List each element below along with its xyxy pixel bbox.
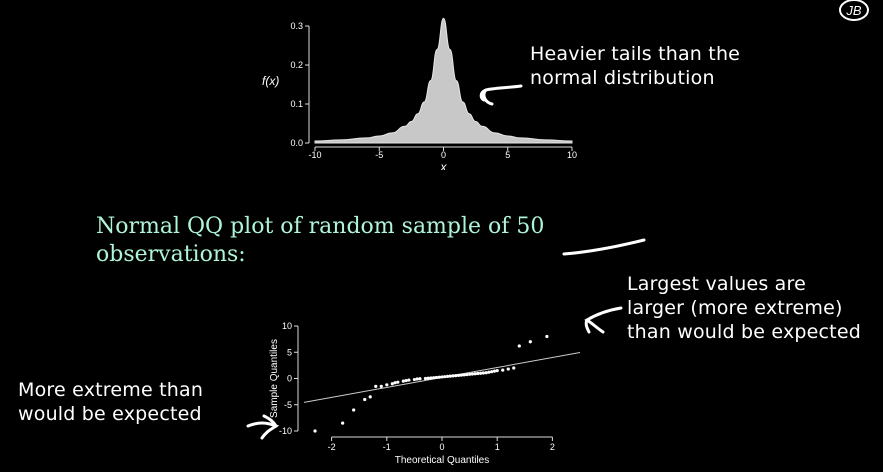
qq-point [352, 408, 356, 412]
extreme-annotation: More extreme than would be expected [18, 379, 204, 425]
qq-x-tick-label: -1 [383, 442, 391, 452]
logo-text: JB [845, 3, 862, 18]
qq-point [454, 374, 458, 378]
qq-y-tick-label: 5 [287, 347, 292, 357]
qq-point [490, 370, 494, 374]
qq-heading: Normal QQ plot of random sample of 50 ob… [96, 214, 545, 267]
density-y-tick-label: 0.2 [290, 60, 303, 70]
density-x-tick-label: 10 [567, 150, 577, 160]
qq-point [456, 373, 461, 377]
qq-point [448, 374, 452, 378]
qq-point [437, 375, 441, 379]
qq-x-label: Theoretical Quantiles [395, 455, 490, 466]
density-y-tick-label: 0.3 [290, 21, 303, 31]
qq-point [512, 366, 516, 370]
qq-y-label: Sample Quantiles [269, 339, 280, 418]
qq-point [434, 375, 439, 380]
density-y-tick-label: 0.0 [290, 138, 303, 148]
density-y-label: f(x) [262, 74, 279, 88]
qq-point [476, 371, 480, 376]
qq-point [443, 375, 447, 379]
qq-point [501, 368, 505, 372]
qq-point [426, 376, 430, 380]
qq-point [379, 384, 383, 388]
qq-point [401, 379, 405, 383]
qq-x-tick-label: 2 [550, 442, 555, 452]
qq-point [528, 340, 532, 344]
largest-arrow-icon [584, 306, 623, 334]
qq-x-tick-label: 1 [495, 442, 500, 452]
tails-arrow-icon [479, 84, 523, 106]
qq-y-tick-label: 10 [282, 321, 292, 331]
qq-point [495, 369, 499, 373]
qq-point [459, 373, 463, 377]
qq-point [385, 383, 389, 387]
qq-point [412, 377, 416, 382]
qq-point [415, 377, 419, 381]
qq-point [517, 344, 521, 348]
qq-point [451, 374, 455, 378]
qq-point [423, 376, 428, 381]
qq-point [407, 378, 411, 382]
density-x-tick-label: 5 [505, 150, 510, 160]
qq-x-tick-label: -2 [328, 442, 336, 452]
qq-point [418, 377, 422, 381]
qq-point [473, 372, 477, 376]
jb-logo: JB [839, 0, 869, 21]
tails-annotation: Heavier tails than the normal distributi… [530, 43, 741, 89]
qq-point [465, 372, 469, 377]
qq-point [429, 376, 433, 380]
qq-point [462, 373, 466, 377]
qq-point [470, 372, 474, 376]
qq-point [341, 421, 345, 425]
qq-point [481, 371, 485, 375]
qq-point [374, 384, 378, 388]
qq-point [445, 374, 450, 378]
qq-point [479, 371, 483, 375]
density-x-label: x [440, 160, 448, 170]
density-y-tick-label: 0.1 [290, 99, 303, 109]
qq-point [393, 381, 397, 385]
largest-annotation: Largest values are larger (more extreme)… [627, 273, 861, 343]
qq-point [404, 379, 408, 383]
qq-point [396, 380, 400, 384]
qq-point [506, 367, 510, 371]
qq-y-tick-label: -5 [284, 400, 292, 410]
qq-point [368, 395, 372, 399]
qq-point [484, 371, 488, 375]
qq-x-tick-label: 0 [439, 442, 444, 452]
extreme-arrow-icon [246, 414, 280, 440]
density-x-tick-label: -10 [308, 150, 321, 160]
qq-point [545, 334, 549, 339]
qq-point [468, 372, 472, 376]
qq-point [390, 382, 394, 386]
qq-y-tick-label: 0 [287, 374, 292, 384]
qq-point [313, 429, 317, 433]
underline-stroke [562, 238, 646, 256]
qq-y-tick-label: -10 [279, 426, 292, 436]
density-x-tick-label: 0 [441, 150, 446, 160]
qq-point [440, 375, 444, 379]
qq-point [363, 397, 367, 402]
qq-point [492, 369, 497, 373]
density-plot: -10 -5 0 5 10 0.0 0.1 0.2 0.3 f(x) x [262, 17, 577, 170]
density-x-tick-label: -5 [375, 150, 383, 160]
qq-point [487, 370, 491, 374]
density-area [314, 17, 573, 144]
qq-point [432, 376, 436, 380]
